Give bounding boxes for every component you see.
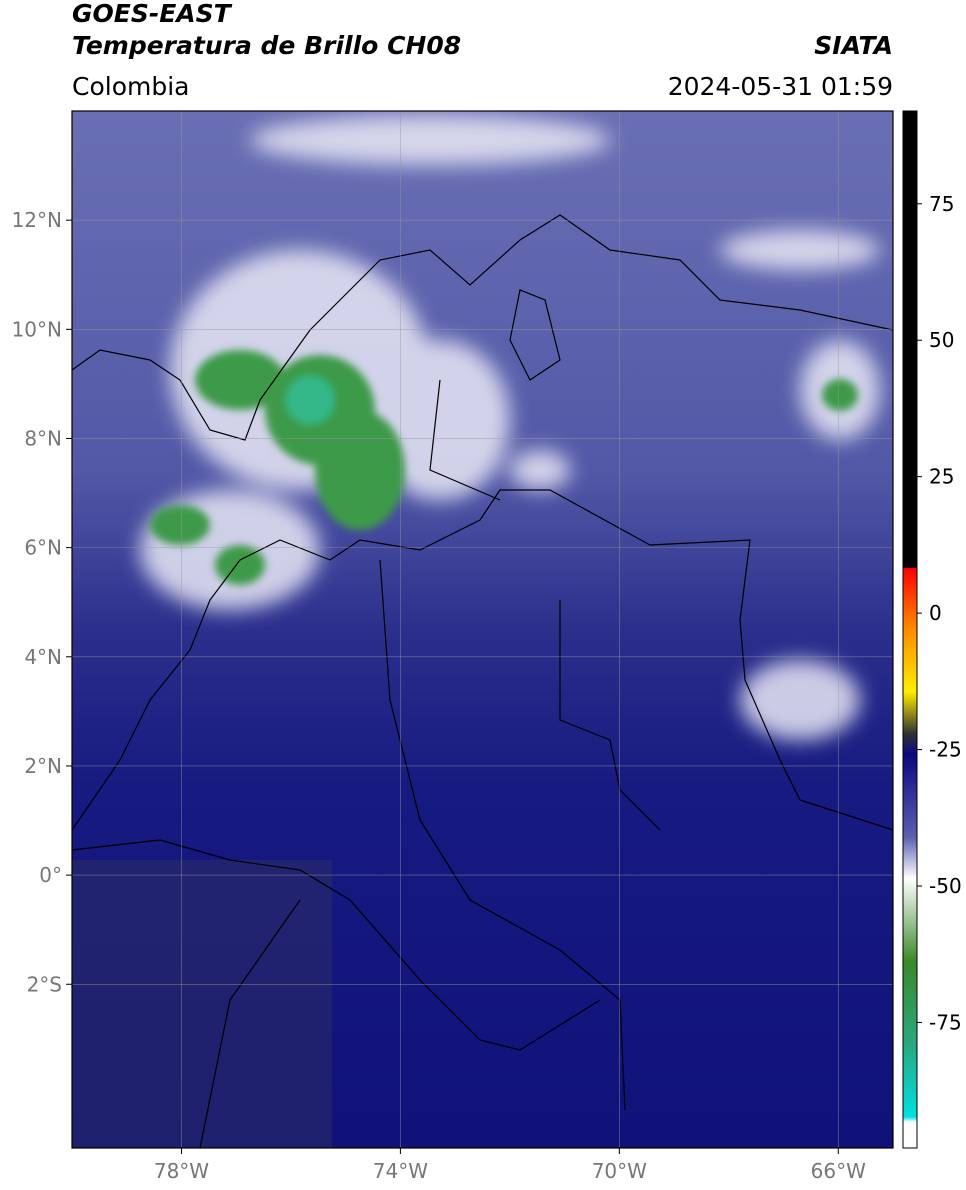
datetime: 2024-05-31 01:59: [668, 72, 893, 101]
region: Colombia: [72, 72, 189, 101]
title: GOES-EAST: [72, 0, 233, 28]
x-tick-label: 78°W: [154, 1159, 209, 1183]
y-tick-label: 2°S: [27, 972, 62, 996]
y-tick-label: 12°N: [12, 208, 62, 232]
x-tick-label: 66°W: [811, 1159, 866, 1183]
colorbar-tick-label: 0: [929, 601, 942, 625]
x-tick-label: 70°W: [592, 1159, 647, 1183]
y-tick-label: 0°: [39, 863, 62, 887]
colorbar-tick-label: -25: [929, 738, 962, 762]
y-tick-label: 10°N: [12, 317, 62, 341]
colorbar-tick-label: 25: [929, 465, 954, 489]
y-tick-label: 4°N: [24, 645, 62, 669]
map-image: [72, 111, 893, 1148]
subtitle: Temperatura de Brillo CH08: [72, 31, 461, 60]
colorbar-tick-label: 75: [929, 192, 954, 216]
y-tick-label: 2°N: [24, 754, 62, 778]
y-tick-label: 8°N: [24, 426, 62, 450]
colorbar-tick-label: -50: [929, 874, 962, 898]
colorbar-tick-label: -75: [929, 1010, 962, 1034]
source: SIATA: [814, 31, 893, 60]
y-tick-label: 6°N: [24, 536, 62, 560]
x-tick-label: 74°W: [373, 1159, 428, 1183]
colorbar-tick-label: 50: [929, 328, 954, 352]
colorbar: [902, 110, 918, 1149]
grid: [72, 111, 893, 1148]
map-frame: [71, 110, 894, 1149]
